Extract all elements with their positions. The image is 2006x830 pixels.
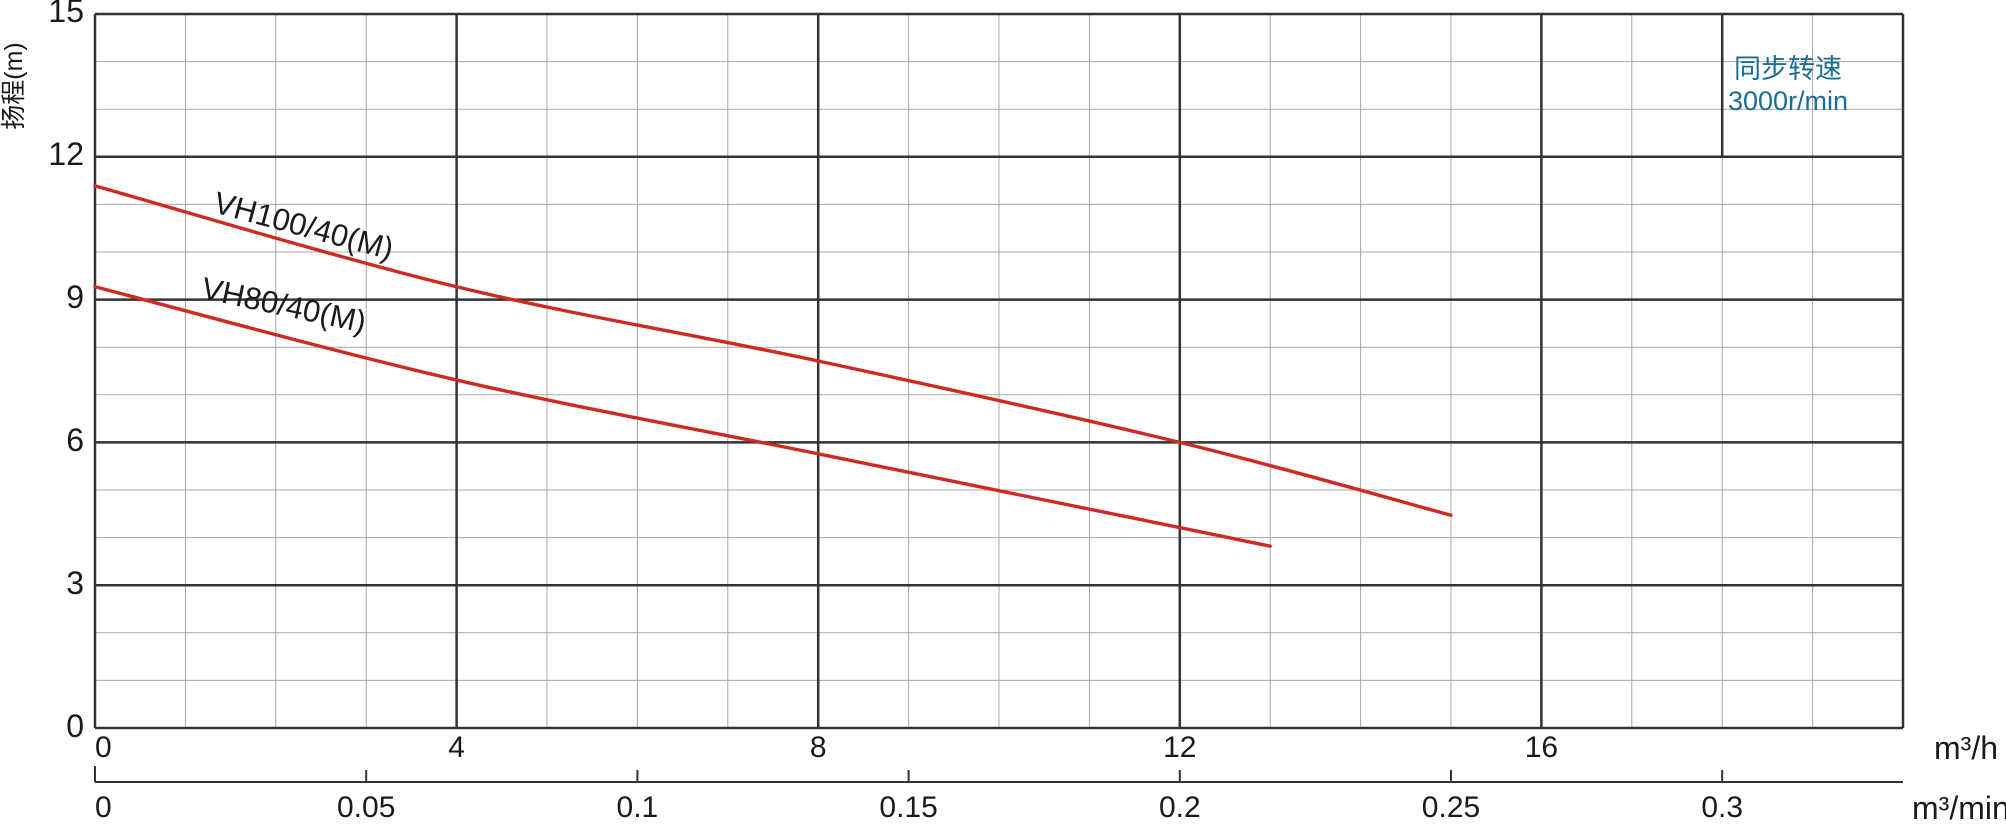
svg-text:0.05: 0.05 [337, 791, 395, 824]
svg-text:同步转速: 同步转速 [1734, 54, 1842, 84]
svg-text:VH80/40(M): VH80/40(M) [199, 271, 370, 340]
svg-text:12: 12 [1163, 731, 1196, 764]
svg-text:3: 3 [66, 565, 84, 601]
svg-text:m³/h: m³/h [1934, 730, 1998, 766]
svg-text:0: 0 [95, 731, 112, 764]
svg-text:0.25: 0.25 [1422, 791, 1480, 824]
svg-text:m³/min: m³/min [1912, 790, 2006, 825]
svg-text:4: 4 [448, 731, 465, 764]
svg-text:9: 9 [66, 279, 84, 315]
svg-text:8: 8 [810, 731, 827, 764]
svg-text:6: 6 [66, 422, 84, 458]
svg-text:0.1: 0.1 [617, 791, 659, 824]
svg-text:0: 0 [66, 708, 84, 744]
svg-text:15: 15 [48, 0, 84, 29]
svg-text:0: 0 [95, 791, 112, 824]
svg-text:0.2: 0.2 [1159, 791, 1201, 824]
svg-text:16: 16 [1525, 731, 1558, 764]
svg-text:0.3: 0.3 [1701, 791, 1743, 824]
svg-text:扬程(m): 扬程(m) [0, 42, 28, 129]
svg-text:3000r/min: 3000r/min [1728, 86, 1848, 116]
svg-text:0.15: 0.15 [879, 791, 937, 824]
svg-text:12: 12 [48, 136, 84, 172]
